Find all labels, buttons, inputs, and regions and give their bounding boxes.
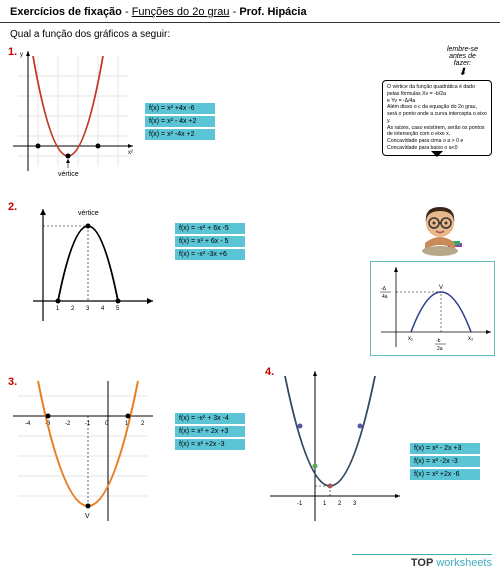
q3-options: f(x) = -x² + 3x -4 f(x) = x² + 2x +3 f(x… [175, 411, 245, 452]
teacher-avatar [410, 201, 470, 256]
footer-top: TOP [411, 557, 433, 569]
q2-graph: 1 2 3 4 5 vértice [8, 201, 158, 331]
q1-block: 1. x² y vértice [8, 46, 138, 181]
q4-number: 4. [265, 366, 274, 378]
reference-diagram: V x₁ x₂ -Δ 4a -b 2a [370, 261, 495, 356]
bubble-l1: O vértice da função quadrática é dado pe… [387, 84, 487, 98]
svg-text:2: 2 [338, 501, 342, 507]
bubble-l3: Além disso o c da equação do 2o grau, se… [387, 104, 487, 124]
main-area: lembre-se antes de fazer: ⬇ O vértice da… [0, 46, 500, 567]
svg-text:-4: -4 [25, 421, 31, 427]
q3-opt-0[interactable]: f(x) = -x² + 3x -4 [175, 413, 245, 424]
svg-text:3: 3 [353, 501, 357, 507]
down-arrow-icon: ⬇ [458, 67, 466, 78]
q1-vertex-label: vértice [58, 171, 79, 178]
q2-opt-0[interactable]: f(x) = -x² + 6x -5 [175, 223, 245, 234]
remember-note: lembre-se antes de fazer: ⬇ [435, 46, 490, 78]
svg-text:-2: -2 [65, 421, 71, 427]
q2-options: f(x) = -x² + 6x -5 f(x) = x² + 6x - 5 f(… [175, 221, 245, 262]
footer-brand: TOP worksheets [352, 554, 492, 569]
header-mid: Funções do 2o grau [132, 6, 230, 18]
q1-opt-0[interactable]: f(x) = x² +4x -6 [145, 103, 215, 114]
q2-block: 2. 1 2 3 4 5 vértice [8, 201, 158, 331]
q4-opt-2[interactable]: f(x) = x² +2x -6 [410, 469, 480, 480]
diagram-xt: -b [436, 338, 441, 344]
diagram-xb: 2a [437, 346, 443, 352]
q4-graph: 1 2 3 -1 [265, 366, 405, 526]
q1-number: 1. [8, 46, 17, 58]
q3-graph: -4-3-2 -1012 V [8, 376, 158, 531]
remember-l1: lembre-se [447, 46, 478, 53]
diagram-x2: x₂ [468, 336, 474, 342]
q1-opt-2[interactable]: f(x) = x² -4x +2 [145, 129, 215, 140]
diagram-x1: x₁ [408, 336, 413, 342]
svg-text:3: 3 [86, 306, 90, 312]
q3-block: 3. -4-3-2 -1012 V [8, 376, 158, 531]
diagram-yb: 4a [382, 294, 388, 300]
q3-opt-2[interactable]: f(x) = x² +2x -3 [175, 439, 245, 450]
footer-ws: worksheets [436, 557, 492, 569]
svg-text:2: 2 [71, 306, 75, 312]
q4-opt-0[interactable]: f(x) = x² - 2x +3 [410, 443, 480, 454]
svg-text:4: 4 [101, 306, 105, 312]
q3-number: 3. [8, 376, 17, 388]
q4-options: f(x) = x² - 2x +3 f(x) = x² -2x -3 f(x) … [410, 441, 480, 482]
svg-text:1: 1 [323, 501, 327, 507]
bubble-l5: Concavidade para cima o a > 0 e Concavid… [387, 138, 487, 152]
header-left: Exercícios de fixação [10, 6, 122, 18]
bubble-l2: e Yv = -Δ/4a [387, 98, 487, 105]
prompt-text: Qual a função dos gráficos a seguir: [0, 23, 500, 46]
q3-vertex-label: V [85, 513, 90, 520]
q1-opt-1[interactable]: f(x) = x² - 4x +2 [145, 116, 215, 127]
q4-opt-1[interactable]: f(x) = x² -2x -3 [410, 456, 480, 467]
remember-l3: fazer: [454, 60, 472, 67]
svg-text:5: 5 [116, 306, 120, 312]
q2-opt-1[interactable]: f(x) = x² + 6x - 5 [175, 236, 245, 247]
svg-text:1: 1 [56, 306, 60, 312]
bubble-l4: As raízes, caso existirem, serão os pont… [387, 125, 487, 139]
header-right: Prof. Hipácia [239, 6, 306, 18]
q2-vertex-label: vértice [78, 210, 99, 217]
svg-text:y: y [20, 52, 23, 58]
svg-text:-1: -1 [297, 501, 303, 507]
diagram-yt: -Δ [381, 286, 387, 292]
page-header: Exercícios de fixação - Funções do 2o gr… [0, 0, 500, 23]
svg-text:x²: x² [128, 150, 133, 156]
q2-opt-2[interactable]: f(x) = -x² -3x +6 [175, 249, 245, 260]
remember-l2: antes de [449, 53, 476, 60]
q1-graph: x² y vértice [8, 46, 138, 181]
q1-options: f(x) = x² +4x -6 f(x) = x² - 4x +2 f(x) … [145, 101, 215, 142]
q3-opt-1[interactable]: f(x) = x² + 2x +3 [175, 426, 245, 437]
speech-bubble: O vértice da função quadrática é dado pe… [382, 80, 492, 156]
svg-text:2: 2 [141, 421, 145, 427]
q4-block: 4. 1 2 3 -1 [265, 366, 405, 526]
q2-number: 2. [8, 201, 17, 213]
diagram-v: V [439, 285, 443, 291]
